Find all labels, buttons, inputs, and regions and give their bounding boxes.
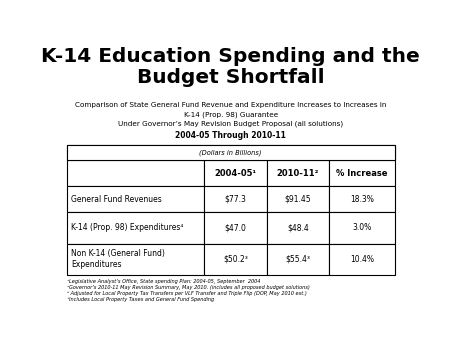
Bar	[67, 145, 204, 160]
Text: % Increase: % Increase	[336, 169, 387, 178]
Text: ²Governor’s 2010-11 May Revision Summary, May 2010. (includes all proposed budge: ²Governor’s 2010-11 May Revision Summary…	[67, 285, 310, 290]
Bar	[329, 186, 395, 212]
Bar	[329, 212, 395, 244]
Bar	[329, 160, 395, 186]
Text: Under Governor’s May Revision Budget Proposal (all solutions): Under Governor’s May Revision Budget Pro…	[118, 121, 343, 127]
Text: 2004-05 Through 2010-11: 2004-05 Through 2010-11	[175, 130, 286, 140]
Bar	[267, 145, 329, 160]
Text: 18.3%: 18.3%	[350, 195, 374, 204]
Text: $77.3: $77.3	[225, 195, 247, 204]
Bar	[204, 212, 267, 244]
Text: $50.2³: $50.2³	[223, 255, 248, 264]
Text: General Fund Revenues: General Fund Revenues	[71, 195, 162, 204]
Bar	[204, 244, 267, 275]
Text: (Dollars in Billions): (Dollars in Billions)	[199, 149, 262, 156]
Bar	[67, 244, 204, 275]
Bar	[67, 212, 204, 244]
Text: $48.4: $48.4	[287, 223, 309, 233]
Bar	[67, 145, 395, 160]
Text: ⁴Includes Local Property Taxes and General Fund Spending: ⁴Includes Local Property Taxes and Gener…	[67, 297, 214, 301]
Text: 3.0%: 3.0%	[352, 223, 371, 233]
Bar	[329, 244, 395, 275]
Text: K-14 (Prop. 98) Guarantee: K-14 (Prop. 98) Guarantee	[184, 111, 278, 118]
Text: $55.4³: $55.4³	[285, 255, 310, 264]
Text: Comparison of State General Fund Revenue and Expenditure Increases to Increases : Comparison of State General Fund Revenue…	[75, 102, 386, 108]
Bar	[267, 160, 329, 186]
Bar	[267, 186, 329, 212]
Text: 2010-11²: 2010-11²	[277, 169, 319, 178]
Text: ¹Legislative Analyst’s Office, State spending Plan: 2004-05, September  2004: ¹Legislative Analyst’s Office, State spe…	[67, 279, 260, 284]
Text: 10.4%: 10.4%	[350, 255, 374, 264]
Bar	[204, 160, 267, 186]
Text: K-14 Education Spending and the
Budget Shortfall: K-14 Education Spending and the Budget S…	[41, 47, 420, 87]
Text: ³ Adjusted for Local Property Tax Transfers per VLF Transfer and Triple Flip (DO: ³ Adjusted for Local Property Tax Transf…	[67, 291, 306, 296]
Text: K-14 (Prop. 98) Expenditures⁴: K-14 (Prop. 98) Expenditures⁴	[71, 223, 183, 233]
Text: Non K-14 (General Fund)
Expenditures: Non K-14 (General Fund) Expenditures	[71, 249, 165, 269]
Bar	[329, 145, 395, 160]
Bar	[67, 160, 204, 186]
Bar	[267, 212, 329, 244]
Text: $47.0: $47.0	[225, 223, 247, 233]
Bar	[204, 145, 267, 160]
Bar	[67, 186, 204, 212]
Bar	[267, 244, 329, 275]
Text: 2004-05¹: 2004-05¹	[215, 169, 256, 178]
Bar	[204, 186, 267, 212]
Text: $91.45: $91.45	[284, 195, 311, 204]
